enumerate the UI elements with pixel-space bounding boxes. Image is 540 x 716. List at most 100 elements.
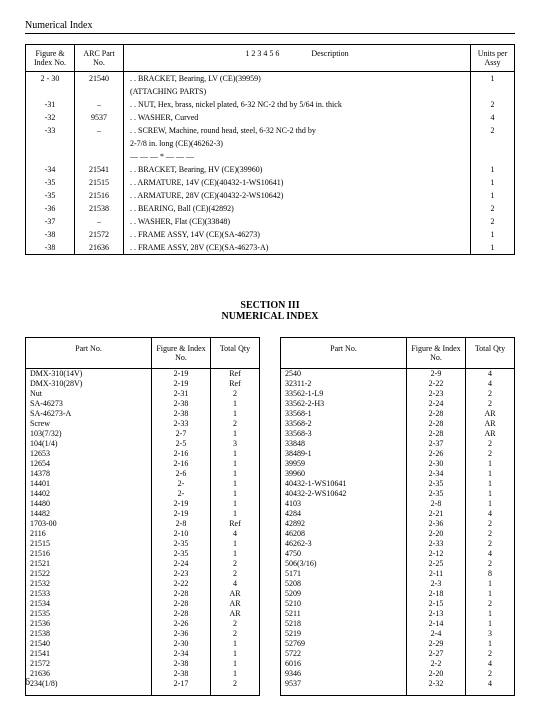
index-row: 51712-118 [281,569,515,579]
cell-figidx: 2-3 [407,579,466,589]
cell-figidx: 2-19 [152,369,211,380]
cell-units [471,150,515,163]
cell-figidx: 2-16 [152,459,211,469]
cell-fig: -37 [26,215,75,228]
index-row: 215222-232 [26,569,260,579]
cell-qty: 1 [466,609,515,619]
cell-qty: 1 [211,469,260,479]
cell-units: 1 [471,176,515,189]
cell-qty: 2 [466,599,515,609]
cell-qty: 1 [211,429,260,439]
cell-figidx: 2-28 [407,429,466,439]
cell-part: 40432-2-WS10642 [281,489,407,499]
cell-part: 39960 [281,469,407,479]
cell-figidx: 2-2 [407,659,466,669]
cell-qty: 1 [466,579,515,589]
cell-part: 21536 [26,619,152,629]
cell-units: 2 [471,124,515,137]
cell-arc: 21541 [75,163,124,176]
cell-figidx: 2-36 [152,629,211,639]
th-desc: 1 2 3 4 5 6 Description [124,45,471,72]
cell-arc: 21538 [75,202,124,215]
cell-desc: . . WASHER, Flat (CE)(33848) [124,215,471,228]
index-row: 215412-341 [26,649,260,659]
cell-figidx: 2-11 [407,569,466,579]
index-row: 399602-341 [281,469,515,479]
cell-qty: 1 [211,669,260,679]
parts-row: -329537. . WASHER, Curved4 [26,111,515,124]
page-number: 6 [25,677,30,688]
index-row: 126542-161 [26,459,260,469]
cell-figidx: 2-26 [152,619,211,629]
cell-part: 5209 [281,589,407,599]
cell-units: 2 [471,98,515,111]
cell-units: 1 [471,228,515,241]
index-row: 40432-2-WS106422-351 [281,489,515,499]
th-cols: 1 2 3 4 5 6 [245,49,279,58]
parts-row: -3421541. . BRACKET, Bearing, HV (CE)(39… [26,163,515,176]
cell-fig: -31 [26,98,75,111]
cell-figidx: 2-12 [407,549,466,559]
index-row: 143782-61 [26,469,260,479]
cell-qty: 1 [211,449,260,459]
cell-part: 33568-3 [281,429,407,439]
cell-figidx: 2-24 [152,559,211,569]
cell-fig: -38 [26,228,75,241]
cell-qty: 1 [466,639,515,649]
cell-qty: 1 [211,459,260,469]
cell-desc: . . FRAME ASSY, 28V (CE)(SA-46273-A) [124,241,471,255]
index-row: 216362-381 [26,669,260,679]
cell-part: 39959 [281,459,407,469]
index-row: 234(1/8)2-172 [26,679,260,696]
cell-qty: 3 [211,439,260,449]
cell-qty: AR [211,589,260,599]
cell-qty: 2 [211,569,260,579]
cell-part: 5219 [281,629,407,639]
cell-figidx: 2-6 [152,469,211,479]
cell-qty: AR [466,409,515,419]
th-fig-l: Figure & Index No. [152,338,211,369]
cell-qty: 8 [466,569,515,579]
index-row: 215402-301 [26,639,260,649]
page-header: Numerical Index [25,20,515,34]
cell-arc: 21572 [75,228,124,241]
cell-part: 46262-3 [281,539,407,549]
cell-figidx: 2- [152,489,211,499]
cell-figidx: 2-4 [407,629,466,639]
index-row: 52192-43 [281,629,515,639]
index-row: 38489-12-262 [281,449,515,459]
cell-part: 21522 [26,569,152,579]
index-row: 33568-22-28AR [281,419,515,429]
cell-qty: 1 [211,479,260,489]
cell-desc: . . ARMATURE, 28V (CE)(40432-2-WS10642) [124,189,471,202]
index-row: 32311-22-224 [281,379,515,389]
index-row: 52112-131 [281,609,515,619]
section-line1: SECTION III [25,300,515,311]
index-row: 60162-24 [281,659,515,669]
index-row: 52092-181 [281,589,515,599]
cell-part: 14482 [26,509,152,519]
cell-qty: 2 [211,419,260,429]
cell-qty: 4 [466,549,515,559]
cell-qty: AR [211,599,260,609]
section-header: SECTION III NUMERICAL INDEX [25,300,515,322]
cell-figidx: 2-28 [407,419,466,429]
parts-row: (ATTACHING PARTS) [26,85,515,98]
cell-part: 21636 [26,669,152,679]
parts-row: -3521515. . ARMATURE, 14V (CE)(40432-1-W… [26,176,515,189]
cell-qty: 1 [466,589,515,599]
index-table-right: Part No. Figure & Index No. Total Qty 25… [280,337,515,696]
cell-part: SA-46273 [26,399,152,409]
cell-figidx: 2-25 [407,559,466,569]
cell-qty: 1 [466,469,515,479]
cell-figidx: 2-35 [152,549,211,559]
cell-figidx: 2-37 [407,439,466,449]
parts-row: 2 - 3021540. . BRACKET, Bearing, LV (CE)… [26,72,515,86]
cell-qty: AR [466,419,515,429]
cell-figidx: 2-22 [407,379,466,389]
cell-desc: . . BRACKET, Bearing, HV (CE)(39960) [124,163,471,176]
cell-units: 1 [471,241,515,255]
cell-qty: 1 [211,549,260,559]
cell-arc: 9537 [75,111,124,124]
cell-qty: 2 [211,619,260,629]
